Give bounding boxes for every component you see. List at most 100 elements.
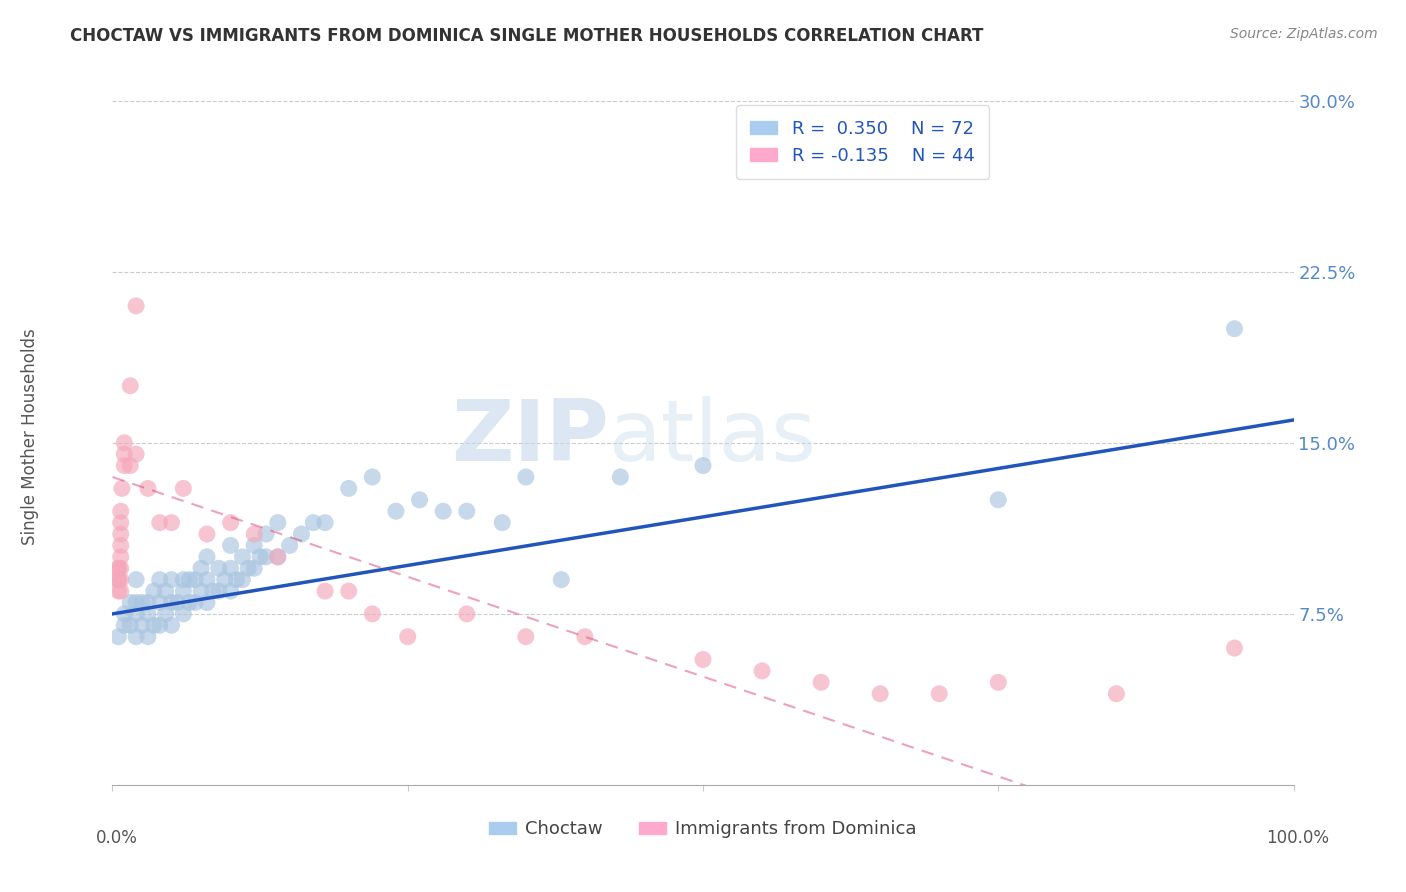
- Point: [249, 549, 271, 564]
- Point: [491, 516, 513, 530]
- Point: [231, 573, 253, 587]
- Point: [136, 482, 159, 496]
- Point: [214, 573, 236, 587]
- Point: [609, 470, 631, 484]
- Legend: Choctaw, Immigrants from Dominica: Choctaw, Immigrants from Dominica: [482, 814, 924, 846]
- Point: [160, 516, 183, 530]
- Point: [385, 504, 408, 518]
- Point: [155, 607, 177, 621]
- Point: [574, 630, 596, 644]
- Point: [243, 561, 266, 575]
- Point: [456, 504, 478, 518]
- Point: [190, 584, 212, 599]
- Point: [172, 482, 194, 496]
- Point: [195, 573, 218, 587]
- Point: [408, 492, 430, 507]
- Point: [112, 458, 135, 473]
- Point: [219, 516, 242, 530]
- Point: [131, 618, 153, 632]
- Point: [243, 527, 266, 541]
- Point: [1223, 322, 1246, 336]
- Text: ZIP: ZIP: [451, 395, 609, 479]
- Point: [195, 549, 218, 564]
- Point: [302, 516, 325, 530]
- Point: [987, 492, 1010, 507]
- Text: atlas: atlas: [609, 395, 817, 479]
- Point: [160, 573, 183, 587]
- Point: [107, 561, 129, 575]
- Point: [149, 618, 172, 632]
- Point: [136, 607, 159, 621]
- Point: [110, 516, 132, 530]
- Point: [337, 482, 360, 496]
- Point: [396, 630, 419, 644]
- Text: CHOCTAW VS IMMIGRANTS FROM DOMINICA SINGLE MOTHER HOUSEHOLDS CORRELATION CHART: CHOCTAW VS IMMIGRANTS FROM DOMINICA SING…: [70, 27, 984, 45]
- Point: [160, 595, 183, 609]
- Text: Source: ZipAtlas.com: Source: ZipAtlas.com: [1230, 27, 1378, 41]
- Point: [166, 595, 188, 609]
- Point: [219, 584, 242, 599]
- Point: [810, 675, 832, 690]
- Point: [136, 595, 159, 609]
- Point: [987, 675, 1010, 690]
- Point: [290, 527, 312, 541]
- Point: [120, 595, 142, 609]
- Point: [149, 573, 172, 587]
- Point: [125, 299, 148, 313]
- Point: [120, 618, 142, 632]
- Point: [125, 595, 148, 609]
- Point: [225, 573, 247, 587]
- Point: [136, 630, 159, 644]
- Point: [120, 458, 142, 473]
- Point: [515, 470, 537, 484]
- Point: [107, 630, 129, 644]
- Point: [172, 584, 194, 599]
- Point: [201, 584, 224, 599]
- Point: [432, 504, 454, 518]
- Point: [208, 584, 231, 599]
- Point: [107, 573, 129, 587]
- Text: 0.0%: 0.0%: [96, 829, 138, 847]
- Point: [112, 447, 135, 461]
- Point: [278, 538, 301, 552]
- Point: [456, 607, 478, 621]
- Point: [172, 607, 194, 621]
- Point: [314, 584, 336, 599]
- Point: [550, 573, 572, 587]
- Point: [692, 458, 714, 473]
- Point: [112, 607, 135, 621]
- Point: [110, 573, 132, 587]
- Point: [110, 504, 132, 518]
- Point: [131, 595, 153, 609]
- Point: [120, 378, 142, 392]
- Point: [869, 687, 891, 701]
- Point: [219, 538, 242, 552]
- Point: [238, 561, 260, 575]
- Point: [179, 595, 201, 609]
- Point: [692, 652, 714, 666]
- Point: [125, 573, 148, 587]
- Point: [1105, 687, 1128, 701]
- Point: [190, 561, 212, 575]
- Point: [149, 516, 172, 530]
- Point: [112, 435, 135, 450]
- Point: [361, 607, 384, 621]
- Point: [110, 584, 132, 599]
- Point: [219, 561, 242, 575]
- Point: [184, 573, 207, 587]
- Point: [149, 595, 172, 609]
- Point: [195, 527, 218, 541]
- Point: [107, 573, 129, 587]
- Point: [110, 527, 132, 541]
- Point: [125, 630, 148, 644]
- Point: [111, 482, 134, 496]
- Point: [267, 549, 290, 564]
- Point: [107, 584, 129, 599]
- Point: [254, 527, 277, 541]
- Point: [231, 549, 253, 564]
- Text: Single Mother Households: Single Mother Households: [21, 329, 39, 545]
- Point: [208, 561, 231, 575]
- Point: [195, 595, 218, 609]
- Point: [172, 573, 194, 587]
- Point: [314, 516, 336, 530]
